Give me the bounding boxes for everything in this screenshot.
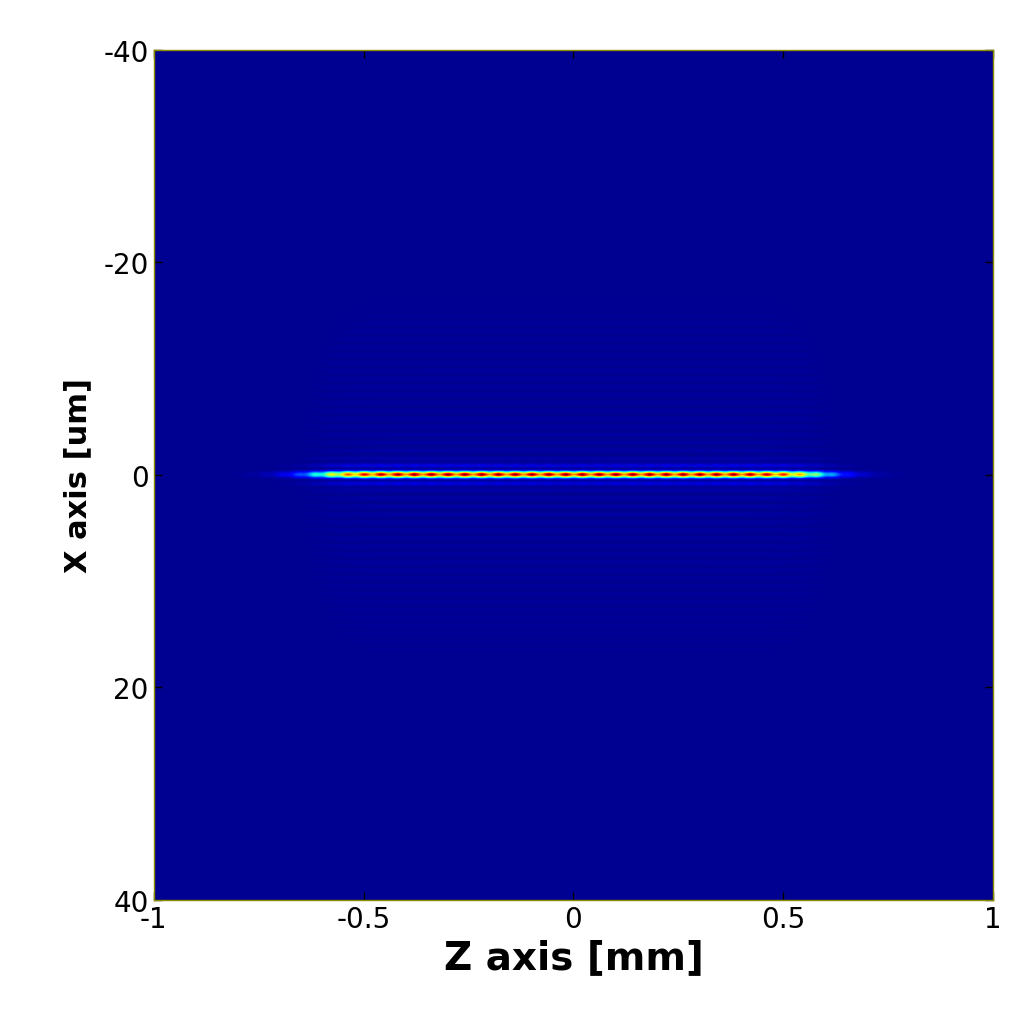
X-axis label: Z axis [mm]: Z axis [mm] xyxy=(443,938,703,977)
Y-axis label: X axis [um]: X axis [um] xyxy=(63,378,92,572)
